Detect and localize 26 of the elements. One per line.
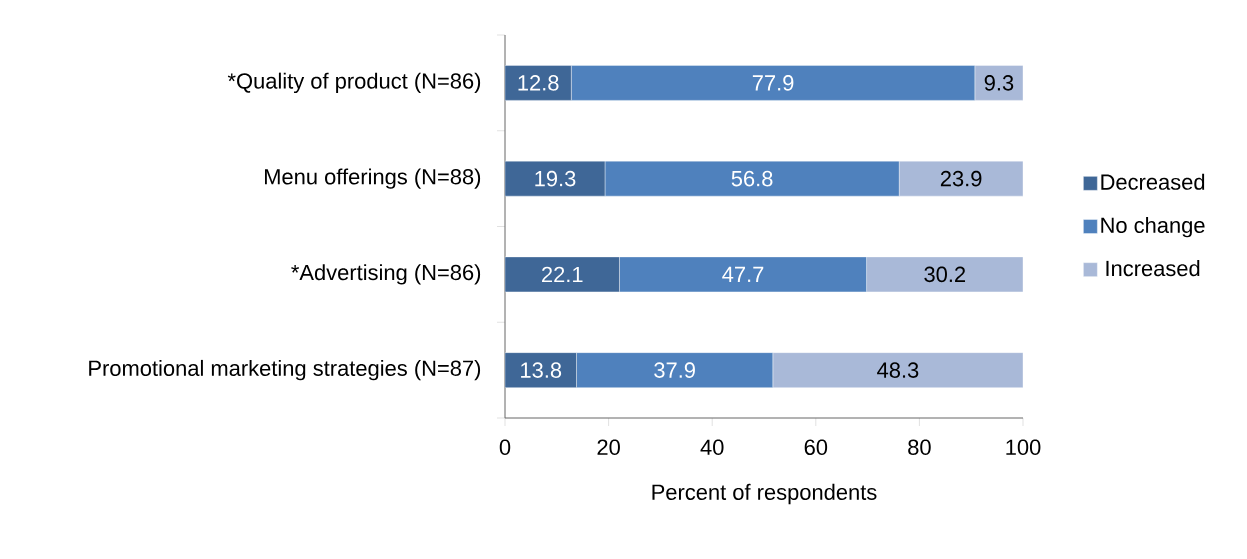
legend-label: No change bbox=[1101, 216, 1205, 238]
x-tick-label: 80 bbox=[908, 439, 931, 456]
data-label: 19.3 bbox=[535, 170, 576, 187]
legend-label: Increased bbox=[1106, 260, 1200, 277]
legend-label: Decreased bbox=[1101, 173, 1205, 190]
data-label: 12.8 bbox=[518, 75, 559, 91]
data-label: 13.8 bbox=[521, 362, 562, 378]
data-label: 30.2 bbox=[924, 266, 966, 283]
x-tick-label: 20 bbox=[597, 439, 620, 456]
data-label: 77.9 bbox=[752, 75, 794, 91]
y-tick-label: *Advertising (N=86) bbox=[291, 264, 481, 285]
x-tick-label: 0 bbox=[499, 439, 511, 456]
x-tick-label: 60 bbox=[804, 439, 828, 456]
data-label: 23.9 bbox=[940, 170, 982, 187]
data-label: 22.1 bbox=[542, 266, 583, 283]
y-tick-label: Menu offerings (N=88) bbox=[265, 168, 481, 189]
data-label: 48.3 bbox=[877, 362, 919, 378]
data-label: 56.8 bbox=[731, 170, 773, 187]
y-tick-label: *Quality of product (N=86) bbox=[227, 72, 481, 94]
y-tick-label: Promotional marketing strategies (N=87) bbox=[89, 359, 481, 381]
data-label: 47.7 bbox=[722, 266, 764, 282]
x-tick-label: 100 bbox=[1006, 439, 1041, 456]
x-axis-title: Percent of respondents bbox=[652, 483, 877, 505]
x-tick-label: 40 bbox=[700, 439, 724, 456]
data-label: 9.3 bbox=[984, 75, 1014, 91]
data-label: 37.9 bbox=[654, 362, 695, 378]
